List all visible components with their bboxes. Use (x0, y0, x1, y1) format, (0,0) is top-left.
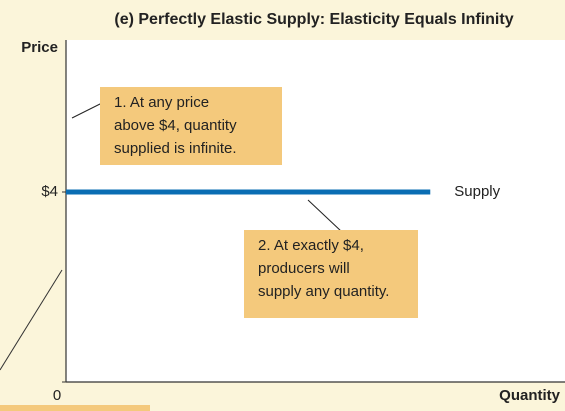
annotation-text: 1. At any price (114, 94, 209, 111)
chart-title: (e) Perfectly Elastic Supply: Elasticity… (114, 11, 513, 28)
decoration (0, 405, 150, 411)
y-tick-label: $4 (41, 183, 58, 200)
annotation-text: supply any quantity. (258, 283, 389, 300)
y-axis-label: Price (21, 39, 58, 56)
decoration-line (0, 269, 63, 371)
annotation-text: above $4, quantity (114, 117, 237, 134)
y-tick-label: 0 (53, 387, 61, 404)
annotation-text: producers will (258, 260, 350, 277)
leader-line (307, 199, 343, 233)
annotation-text: supplied is infinite. (114, 140, 237, 157)
x-axis-label: Quantity (499, 387, 560, 404)
annotation-box (244, 230, 418, 318)
leader-line (71, 102, 103, 119)
annotation-box (100, 87, 282, 165)
series-label: Supply (454, 183, 500, 200)
annotation-text: 2. At exactly $4, (258, 237, 364, 254)
